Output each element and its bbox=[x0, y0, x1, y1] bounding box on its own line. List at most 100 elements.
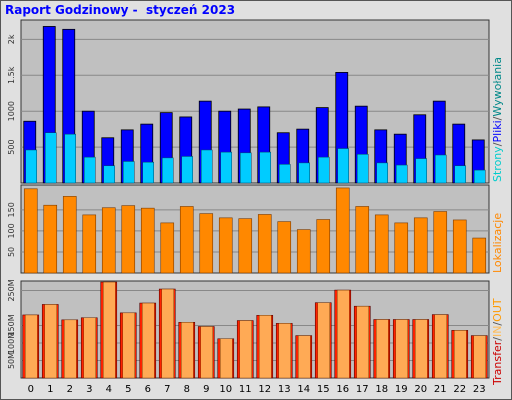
bar-strony-12 bbox=[259, 151, 271, 184]
bar-strony-21 bbox=[435, 154, 447, 184]
bar-lokalizacje-14 bbox=[296, 229, 311, 274]
bar-lokalizacje-8 bbox=[179, 206, 194, 274]
bar-transfer-out-10 bbox=[220, 338, 233, 379]
bar-strony-15 bbox=[318, 156, 330, 184]
bar-strony-8 bbox=[181, 156, 193, 184]
bar-transfer-out-13 bbox=[278, 323, 291, 379]
bar-transfer-out-2 bbox=[64, 319, 77, 379]
bar-transfer-out-19 bbox=[395, 319, 408, 379]
bar-transfer-out-3 bbox=[83, 317, 96, 379]
legend-label-top: Strony/Pliki/Wywołania bbox=[491, 57, 504, 182]
bar-lokalizacje-17 bbox=[355, 206, 370, 274]
xtick-label-7: 7 bbox=[164, 384, 170, 395]
bar-lokalizacje-12 bbox=[257, 214, 272, 274]
bar-lokalizacje-9 bbox=[199, 213, 214, 274]
bar-strony-11 bbox=[240, 152, 252, 184]
xtick-label-19: 19 bbox=[395, 384, 408, 395]
bar-strony-14 bbox=[298, 162, 310, 184]
bar-strony-19 bbox=[396, 164, 408, 184]
legend-label-middle: Lokalizacje bbox=[491, 213, 504, 273]
bar-lokalizacje-7 bbox=[160, 222, 175, 274]
xtick-label-12: 12 bbox=[258, 384, 271, 395]
legend-transfer: Transfer bbox=[491, 340, 504, 386]
xtick-label-16: 16 bbox=[336, 384, 349, 395]
bar-transfer-out-23 bbox=[473, 335, 486, 379]
chart-panel-0 bbox=[20, 19, 490, 184]
bar-strony-18 bbox=[376, 162, 388, 184]
bar-strony-0 bbox=[25, 149, 37, 184]
bar-lokalizacje-22 bbox=[452, 219, 467, 274]
bar-lokalizacje-1 bbox=[43, 204, 58, 274]
bar-transfer-out-5 bbox=[122, 312, 135, 379]
bar-strony-10 bbox=[220, 151, 232, 184]
bar-strony-16 bbox=[337, 148, 349, 184]
bar-transfer-out-11 bbox=[239, 320, 252, 379]
bar-strony-2 bbox=[64, 133, 76, 184]
bar-lokalizacje-23 bbox=[472, 237, 487, 274]
xtick-label-1: 1 bbox=[47, 384, 53, 395]
ytick-label-0-0: 500 bbox=[7, 139, 16, 154]
bar-transfer-out-16 bbox=[337, 289, 350, 379]
bar-transfer-out-17 bbox=[356, 306, 369, 379]
xtick-label-8: 8 bbox=[184, 384, 190, 395]
xtick-label-22: 22 bbox=[453, 384, 466, 395]
xtick-label-14: 14 bbox=[297, 384, 310, 395]
bar-strony-20 bbox=[415, 158, 427, 184]
bar-lokalizacje-21 bbox=[433, 211, 448, 274]
xtick-label-6: 6 bbox=[145, 384, 151, 395]
chart-panel-1 bbox=[20, 184, 490, 274]
bar-lokalizacje-3 bbox=[82, 214, 97, 274]
ytick-label-2-1: 100M bbox=[7, 332, 16, 354]
ytick-label-2-0: 50M bbox=[7, 352, 16, 369]
xtick-label-13: 13 bbox=[278, 384, 291, 395]
xtick-label-23: 23 bbox=[473, 384, 486, 395]
bar-transfer-out-0 bbox=[25, 314, 38, 379]
bar-lokalizacje-11 bbox=[238, 218, 253, 274]
bar-strony-7 bbox=[162, 157, 174, 184]
legend-wywolania: Wywołania bbox=[491, 57, 504, 117]
bar-lokalizacje-10 bbox=[218, 217, 233, 274]
xtick-label-11: 11 bbox=[239, 384, 252, 395]
bar-lokalizacje-2 bbox=[62, 196, 77, 274]
bar-strony-6 bbox=[142, 161, 154, 184]
legend-sep-3: / bbox=[491, 337, 504, 341]
bar-strony-4 bbox=[103, 165, 115, 184]
bar-transfer-out-22 bbox=[454, 330, 467, 379]
bar-transfer-out-1 bbox=[44, 304, 57, 379]
xtick-label-0: 0 bbox=[28, 384, 34, 395]
ytick-label-2-2: 150M bbox=[7, 314, 16, 336]
bar-strony-5 bbox=[123, 161, 135, 184]
legend-pliki: Pliki bbox=[491, 120, 504, 142]
bar-lokalizacje-13 bbox=[277, 221, 292, 274]
bar-strony-1 bbox=[45, 132, 57, 184]
bar-transfer-out-18 bbox=[376, 319, 389, 379]
bar-strony-23 bbox=[474, 169, 486, 184]
bar-lokalizacje-4 bbox=[101, 207, 116, 274]
bar-transfer-out-8 bbox=[181, 322, 194, 379]
xtick-label-17: 17 bbox=[356, 384, 369, 395]
legend-lokalizacje: Lokalizacje bbox=[491, 213, 504, 273]
bar-transfer-out-4 bbox=[103, 281, 116, 379]
bar-lokalizacje-6 bbox=[140, 207, 155, 274]
bar-lokalizacje-0 bbox=[23, 188, 38, 274]
bar-strony-17 bbox=[357, 154, 369, 184]
ytick-label-1-0: 50 bbox=[7, 247, 16, 257]
bar-lokalizacje-5 bbox=[121, 205, 136, 274]
bar-transfer-out-9 bbox=[200, 326, 213, 379]
bar-transfer-out-15 bbox=[317, 302, 330, 379]
bar-lokalizacje-19 bbox=[394, 222, 409, 274]
legend-strony: Strony bbox=[491, 146, 504, 182]
xtick-label-20: 20 bbox=[414, 384, 427, 395]
bar-lokalizacje-20 bbox=[413, 217, 428, 274]
bar-strony-22 bbox=[454, 165, 466, 184]
ytick-label-1-1: 100 bbox=[7, 223, 16, 238]
bar-lokalizacje-16 bbox=[335, 187, 350, 274]
xtick-label-18: 18 bbox=[375, 384, 388, 395]
xtick-label-2: 2 bbox=[67, 384, 73, 395]
legend-sep-4: / bbox=[491, 322, 504, 326]
legend-out: OUT bbox=[491, 298, 504, 322]
legend-sep-2: / bbox=[491, 116, 504, 120]
bar-transfer-out-14 bbox=[298, 335, 311, 379]
legend-in: IN bbox=[491, 326, 504, 337]
